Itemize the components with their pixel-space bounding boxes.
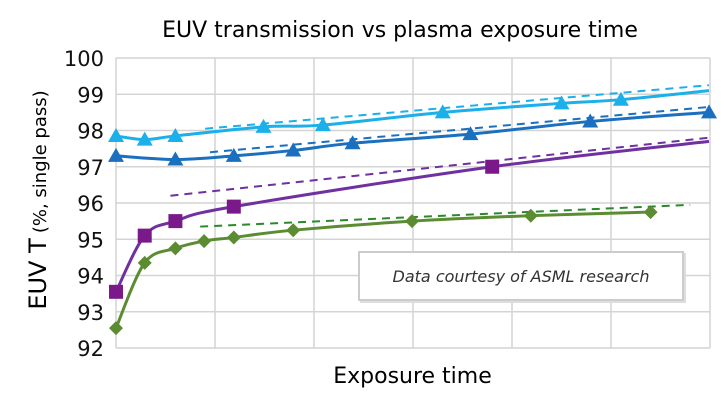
y-tick-label: 96 [77,192,104,216]
y-tick-label: 99 [77,83,104,107]
x-axis-label: Exposure time [333,364,492,389]
series-3-point [168,241,183,256]
series-1-point [462,126,479,141]
series-0-point [255,118,272,133]
series-0-point [434,104,451,119]
y-axis-label-unit: (%, single pass) [30,90,51,234]
y-axis-label-main: EUV T [24,238,52,310]
series-3-line [114,210,651,329]
series-2-point [226,199,241,214]
series-3-point [137,255,152,270]
y-tick-label: 92 [77,337,104,361]
series-0-point [167,127,184,142]
series-1-point [225,147,242,162]
series-2-trendline [170,136,710,197]
series-3-point [226,230,241,245]
y-tick-label: 95 [77,228,104,252]
series-3-trendline [200,203,691,228]
series-1-point [108,147,124,162]
series-1-point [701,104,718,119]
series-1-point [344,135,361,150]
y-tick-label: 93 [77,301,104,325]
series-2-point [109,284,123,299]
annotation-box: Data courtesy of ASML research [358,251,684,301]
series-3-point [405,214,420,229]
series-1-point [167,151,184,166]
series-3-point [197,234,212,249]
series-3-point [643,205,658,220]
series-0-trendline [205,84,710,130]
y-tick-label: 97 [77,156,104,180]
y-tick-label: 94 [77,265,104,289]
series-0-point [314,117,331,132]
series-1-point [285,142,302,157]
annotation-text: Data courtesy of ASML research [392,266,650,286]
series-0-point [553,95,570,110]
series-0-point [136,131,153,146]
series-2-point [485,159,500,174]
chart-title: EUV transmission vs plasma exposure time [162,18,638,43]
series-0-point [612,91,629,106]
series-0-point [108,127,124,142]
y-axis-label: EUV T (%, single pass) [24,90,52,309]
series-3-point [109,321,123,336]
series-2-point [168,214,183,229]
series-1-point [582,113,599,128]
series-3-point [286,223,301,238]
series-2-point [137,228,152,243]
series-0-line [115,89,710,142]
series-3-point [523,208,538,223]
y-tick-label: 98 [77,120,104,144]
y-tick-label: 100 [64,47,104,71]
